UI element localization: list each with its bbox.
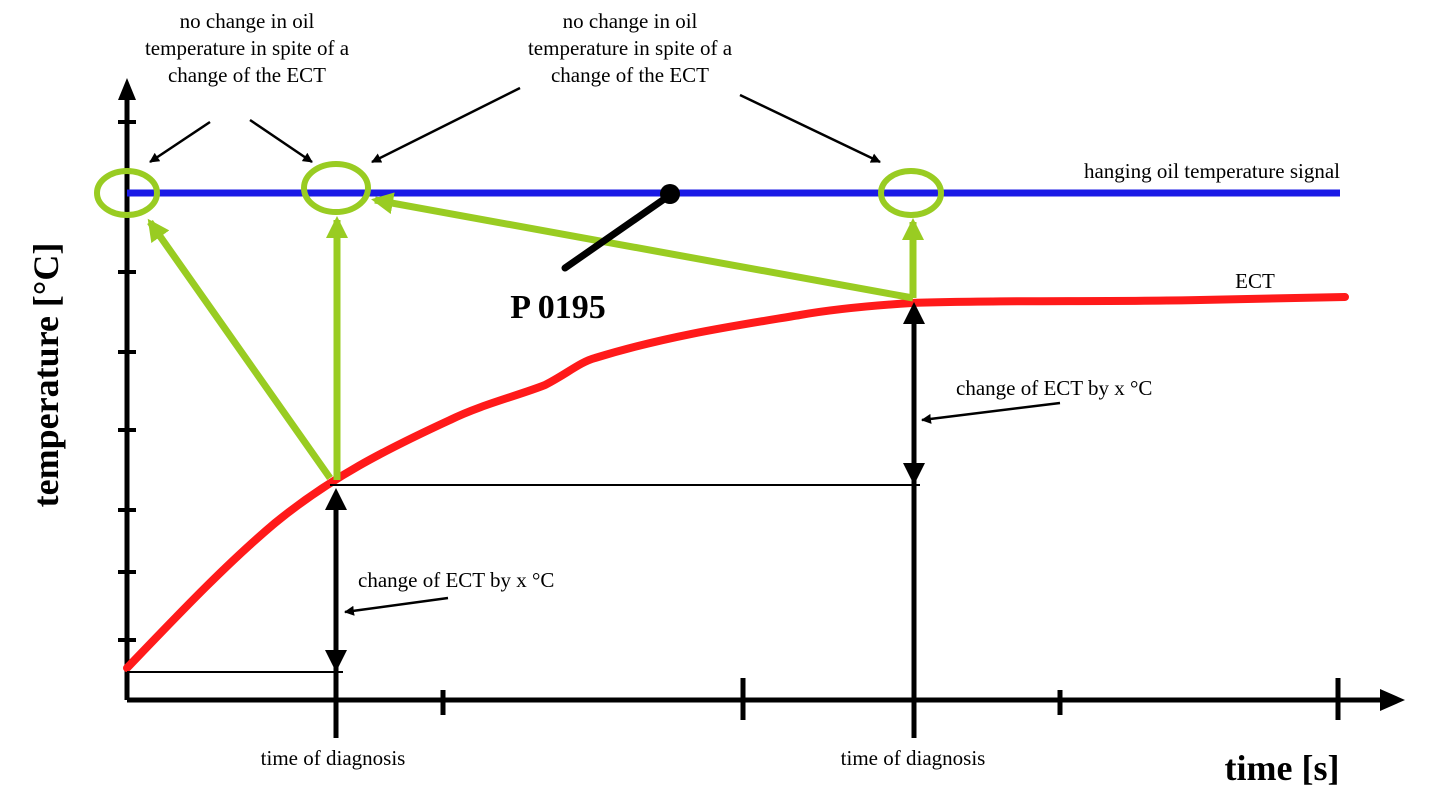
annotation-right-line1: no change in oil [563,9,698,33]
diagnosis-time-label-1: time of diagnosis [261,746,406,770]
change-label-second: change of ECT by x °C [921,376,1152,424]
fault-pointer-dot [660,184,680,204]
ect-curve-label: ECT [1235,269,1275,293]
x-axis-arrowhead [1380,689,1405,711]
y-axis-ticks [118,120,136,642]
annotation-left-pointer-2 [249,118,313,164]
x-axis-ticks [440,678,1341,720]
diagnosis-time-label-2: time of diagnosis [841,746,986,770]
ellipse-second-diagnosis [878,168,944,218]
annotation-left-line1: no change in oil [180,9,315,33]
first-diagnosis-arrow-down [325,650,347,672]
change-second-pointer [921,401,1061,424]
highlight-ellipses [94,161,944,218]
change-first-pointer [344,596,449,616]
annotation-right-line2: temperature in spite of a [528,36,733,60]
oil-signal-label: hanging oil temperature signal [1084,159,1340,183]
axes: temperature [°C] time [s] [26,78,1405,788]
annotation-right: no change in oil temperature in spite of… [371,9,881,164]
y-axis-arrowhead [118,78,136,100]
fault-code-pointer: P 0195 [510,184,680,326]
second-diagnosis-marker [903,302,925,738]
green-arrow-from-ect-second [371,192,914,302]
second-diagnosis-arrow-up [903,302,925,324]
change-label-first: change of ECT by x °C [344,568,554,616]
annotation-left-line3: change of the ECT [168,63,326,87]
second-diagnosis-arrow-down [903,463,925,485]
annotation-right-line3: change of the ECT [551,63,709,87]
fault-pointer-line [561,191,674,272]
annotation-left-pointer-1 [149,120,211,164]
first-diagnosis-marker [325,488,347,738]
y-axis-label: temperature [°C] [26,243,66,508]
change-second-text: change of ECT by x °C [956,376,1152,400]
ellipse-first-diagnosis [301,161,371,215]
ellipse-start [94,168,160,218]
annotation-right-pointer-1 [371,86,521,164]
change-first-text: change of ECT by x °C [358,568,554,592]
ect-curve [123,293,1349,672]
first-diagnosis-arrow-up [325,488,347,510]
annotation-left-line2: temperature in spite of a [145,36,350,60]
annotation-left: no change in oil temperature in spite of… [145,9,350,164]
fault-code-label: P 0195 [510,289,605,326]
highlight-arrows [147,192,924,481]
green-arrow-to-start [147,218,333,481]
x-axis-label: time [s] [1225,748,1340,788]
annotation-right-pointer-2 [739,93,881,164]
